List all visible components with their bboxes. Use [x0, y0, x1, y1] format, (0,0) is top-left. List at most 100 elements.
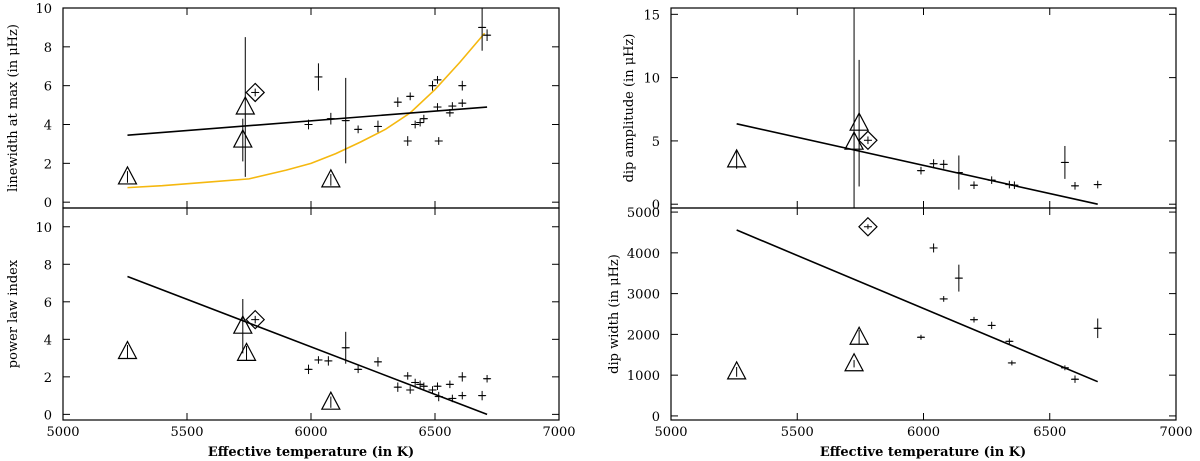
- linewidth-triangle-marker: [320, 168, 341, 188]
- dip_width-xtick-label: 6500: [1033, 425, 1066, 440]
- dip_width-point: [1060, 365, 1069, 371]
- power_law-ytick-label: 6: [44, 296, 52, 311]
- dip_width-triangle-marker: [844, 352, 865, 372]
- linewidth-point: [483, 29, 492, 42]
- dip_amplitude-point: [939, 159, 948, 169]
- linewidth-point: [393, 97, 402, 108]
- power_law-triangle-marker: [236, 342, 257, 361]
- dip_width-fit-line: [736, 229, 1099, 383]
- dip_amplitude-ytick-label: 10: [643, 72, 660, 87]
- dip_amplitude-triangle-marker: [726, 148, 747, 168]
- dip_amplitude-diamond-point: [858, 130, 878, 151]
- dip_width-diamond-point: [858, 216, 878, 237]
- dip_width-point: [916, 334, 925, 340]
- dip_width-triangle-marker: [726, 360, 747, 380]
- power_law-ytick-label: 2: [44, 371, 52, 386]
- power_law-point: [458, 391, 467, 400]
- dip_width-point: [1007, 360, 1016, 366]
- dip_amplitude-point: [1071, 182, 1079, 190]
- dip_width-xtick-label: 6000: [907, 425, 940, 440]
- dip_width-ytick-label: 2000: [627, 328, 660, 343]
- dip_width-xtick-label: 5000: [654, 425, 687, 440]
- dip_width-triangle-point: [849, 325, 870, 345]
- dip_amplitude-triangle-point: [844, 8, 865, 208]
- power_law-point: [483, 374, 492, 383]
- linewidth-triangle-point: [117, 165, 138, 185]
- dip_width-ytick-label: 1000: [627, 369, 660, 384]
- dip_amplitude-point: [929, 159, 938, 169]
- dip_amplitude-triangle-marker: [849, 111, 870, 131]
- linewidth-ytick-label: 2: [44, 157, 52, 172]
- power_law-point: [314, 356, 323, 364]
- dip_amplitude-point: [1005, 180, 1014, 189]
- linewidth-fit-line: [127, 106, 488, 136]
- linewidth-point: [458, 99, 467, 108]
- dip_width-triangle-point: [726, 360, 747, 380]
- linewidth-point: [406, 92, 415, 101]
- power_law-point: [304, 364, 313, 375]
- power-law-panel: 0 2 4 6 8 10 5000 5500 6000 6500 7000: [35, 208, 576, 440]
- dip_width-triangle-marker: [849, 325, 870, 345]
- linewidth-point: [445, 108, 454, 117]
- right-column: 0 5 10 15 0 1000 2000 3000 4000 5000 5000 5500 6000…: [607, 7, 1193, 460]
- dip_width-point: [939, 296, 948, 302]
- dip-amplitude-panel: 0 5 10 15: [643, 8, 1177, 213]
- left-column: 0 2 4 6 8 10 0 2 4 6 8 10 5000 5500 6000 6500 7000 line…: [6, 2, 576, 460]
- power_law-point: [445, 380, 454, 389]
- linewidth-point: [416, 118, 425, 127]
- power_law-point: [416, 380, 425, 389]
- dip_width-diamond-marker: [858, 216, 878, 237]
- linewidth-point: [433, 103, 442, 111]
- dip_amplitude-ytick-label: 0: [652, 198, 660, 213]
- dip-width-panel: 0 1000 2000 3000 4000 5000 5000 5500 6000 6500 700…: [627, 206, 1193, 440]
- linewidth-point: [403, 136, 412, 146]
- dip_width-point: [970, 316, 978, 323]
- power_law-ytick-label: 4: [44, 333, 52, 348]
- dip_amplitude-fit-line: [736, 123, 1098, 205]
- power_law-point: [433, 382, 442, 390]
- linewidth-panel: 0 2 4 6 8 10: [35, 2, 560, 211]
- dip_width-triangle-point: [844, 352, 865, 372]
- dip_width-point: [1093, 318, 1102, 339]
- linewidth-point: [411, 120, 420, 129]
- power_law-triangle-point: [232, 298, 253, 354]
- power_law-point: [354, 365, 363, 374]
- linewidth-model-curve: [127, 32, 486, 189]
- linewidth-ytick-label: 10: [35, 2, 52, 17]
- linewidth-triangle-point: [320, 168, 341, 188]
- dip-width-panel-frame: [670, 207, 1177, 421]
- linewidth-triangle-marker: [232, 128, 253, 148]
- dip-amplitude-ylabel: dip amplitude (in μHz): [622, 34, 637, 183]
- dip_amplitude-point: [1010, 181, 1019, 190]
- linewidth-ytick-label: 4: [44, 119, 52, 134]
- dip_width-point: [1005, 338, 1014, 345]
- power_law-ytick-label: 8: [44, 258, 52, 273]
- dip_width-ytick-label: 0: [652, 410, 660, 425]
- power_law-xtick-label: 5500: [170, 425, 203, 440]
- power_law-point: [393, 382, 402, 392]
- power_law-fit-line: [127, 275, 488, 416]
- linewidth-point: [354, 125, 363, 134]
- dip_width-ytick-label: 4000: [627, 247, 660, 262]
- power_law-triangle-point: [117, 340, 138, 360]
- linewidth-triangle-point: [232, 118, 253, 162]
- power_law-point: [373, 357, 382, 367]
- power_law-point: [478, 390, 487, 401]
- power_law-diamond-point: [245, 309, 266, 330]
- linewidth-diamond-marker: [245, 82, 266, 103]
- power_law-triangle-marker: [320, 390, 341, 410]
- power_law-triangle-point: [236, 342, 257, 361]
- dip_width-ytick-label: 3000: [627, 288, 660, 303]
- dip_amplitude-ytick-label: 15: [643, 8, 660, 23]
- right-xlabel: Effective temperature (in K): [820, 445, 1026, 460]
- power_law-ytick-label: 10: [35, 221, 52, 236]
- power_law-xtick-label: 5000: [46, 425, 79, 440]
- dip_amplitude-ytick-label: 5: [652, 135, 660, 150]
- linewidth-ylabel: linewidth at max (in μHz): [6, 24, 21, 192]
- linewidth-triangle-marker: [235, 95, 256, 115]
- power_law-triangle-marker: [232, 314, 253, 334]
- dip_width-ytick-label: 5000: [627, 206, 660, 221]
- dip_amplitude-triangle-point: [726, 148, 747, 169]
- dip_amplitude-point: [987, 176, 996, 184]
